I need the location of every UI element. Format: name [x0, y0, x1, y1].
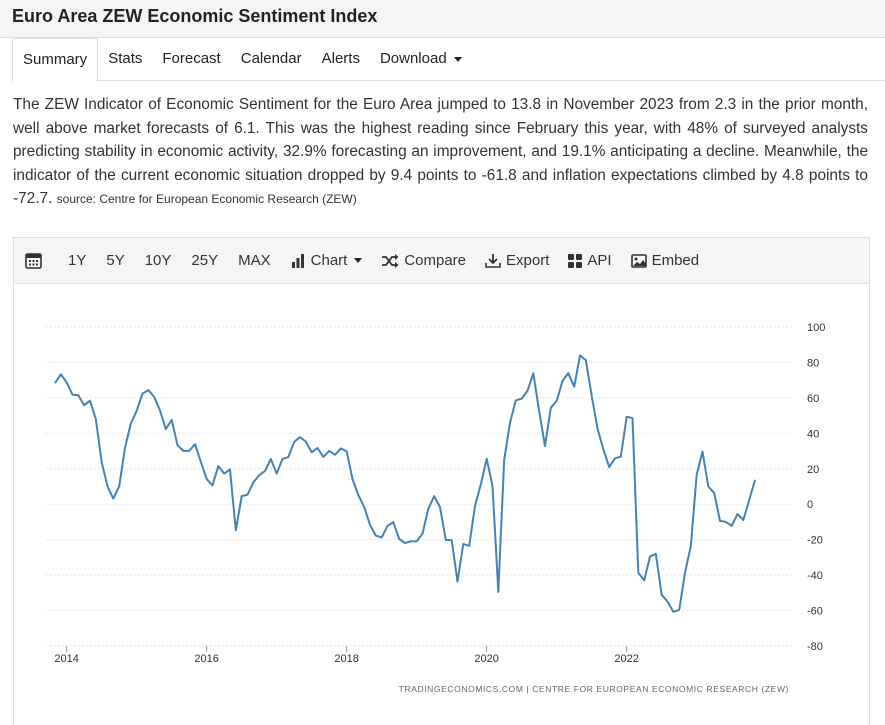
y-tick-label: -80	[807, 641, 823, 653]
y-tick-label: 80	[807, 357, 819, 369]
embed-button[interactable]: Embed	[630, 252, 700, 269]
calendar-icon	[25, 253, 42, 269]
x-tick-label: 2018	[334, 653, 358, 665]
range-5y-button[interactable]: 5Y	[106, 252, 125, 269]
range-10y-button[interactable]: 10Y	[144, 252, 172, 269]
compare-button[interactable]: Compare	[381, 252, 466, 269]
x-axis: 2014 2016 2018 2020 2022	[54, 646, 639, 665]
tab-calendar[interactable]: Calendar	[240, 50, 302, 67]
page-title: Euro Area ZEW Economic Sentiment Index	[12, 6, 378, 26]
export-button[interactable]: Export	[485, 252, 549, 269]
tab-download-label: Download	[379, 50, 447, 67]
compare-label: Compare	[404, 252, 467, 269]
y-tick-label: -60	[807, 606, 823, 618]
chevron-down-icon	[453, 56, 462, 62]
image-icon	[630, 253, 647, 268]
bar-chart-icon	[291, 253, 304, 268]
shuffle-icon	[382, 253, 399, 268]
chevron-down-icon	[354, 258, 363, 263]
page-header: Euro Area ZEW Economic Sentiment Index	[0, 0, 885, 38]
series-layer	[54, 354, 756, 613]
x-tick-label: 2014	[54, 653, 78, 665]
api-button[interactable]: API	[568, 252, 612, 269]
tab-forecast[interactable]: Forecast	[162, 50, 221, 67]
range-25y-button[interactable]: 25Y	[191, 252, 219, 269]
export-label: Export	[506, 252, 550, 269]
tab-bar: Summary Stats Forecast Calendar Alerts D…	[12, 38, 885, 82]
x-tick-label: 2020	[474, 653, 498, 665]
chart-footer: TRADINGECONOMICS.COM | CENTRE FOR EUROPE…	[399, 684, 789, 694]
series-line	[54, 354, 756, 613]
y-tick-label: 60	[807, 393, 819, 405]
description-text: The ZEW Indicator of Economic Sentiment …	[13, 96, 868, 207]
y-tick-label: -40	[807, 570, 823, 582]
tab-alerts[interactable]: Alerts	[321, 50, 360, 67]
y-tick-label: 100	[807, 322, 825, 334]
source-text: source: Centre for European Economic Res…	[56, 192, 357, 206]
description-paragraph: The ZEW Indicator of Economic Sentiment …	[13, 93, 868, 212]
tab-summary[interactable]: Summary	[12, 38, 99, 82]
chart-panel: 1Y 5Y 10Y 25Y MAX Chart Compare Export	[13, 237, 870, 725]
chart-type-label: Chart	[310, 252, 348, 269]
tab-download[interactable]: Download	[370, 38, 472, 80]
download-icon	[485, 254, 501, 268]
chart-toolbar: 1Y 5Y 10Y 25Y MAX Chart Compare Export	[14, 238, 869, 284]
x-tick-label: 2016	[194, 653, 218, 665]
embed-label: Embed	[651, 252, 700, 269]
x-tick-label: 2022	[614, 653, 638, 665]
calendar-button[interactable]	[25, 252, 47, 269]
api-label: API	[587, 252, 612, 269]
range-1y-button[interactable]: 1Y	[68, 252, 87, 269]
y-tick-label: -20	[807, 535, 823, 547]
y-tick-label: 20	[807, 464, 819, 476]
grid-lines	[46, 326, 794, 647]
tab-stats[interactable]: Stats	[108, 50, 143, 67]
y-tick-label: 40	[807, 428, 819, 440]
range-max-button[interactable]: MAX	[238, 252, 271, 269]
y-tick-label: 0	[807, 499, 813, 511]
chart-type-button[interactable]: Chart	[291, 252, 363, 269]
grid-icon	[568, 253, 583, 268]
y-axis: 100 80 60 40 20 0 -20 -40 -60 -80	[807, 322, 825, 653]
